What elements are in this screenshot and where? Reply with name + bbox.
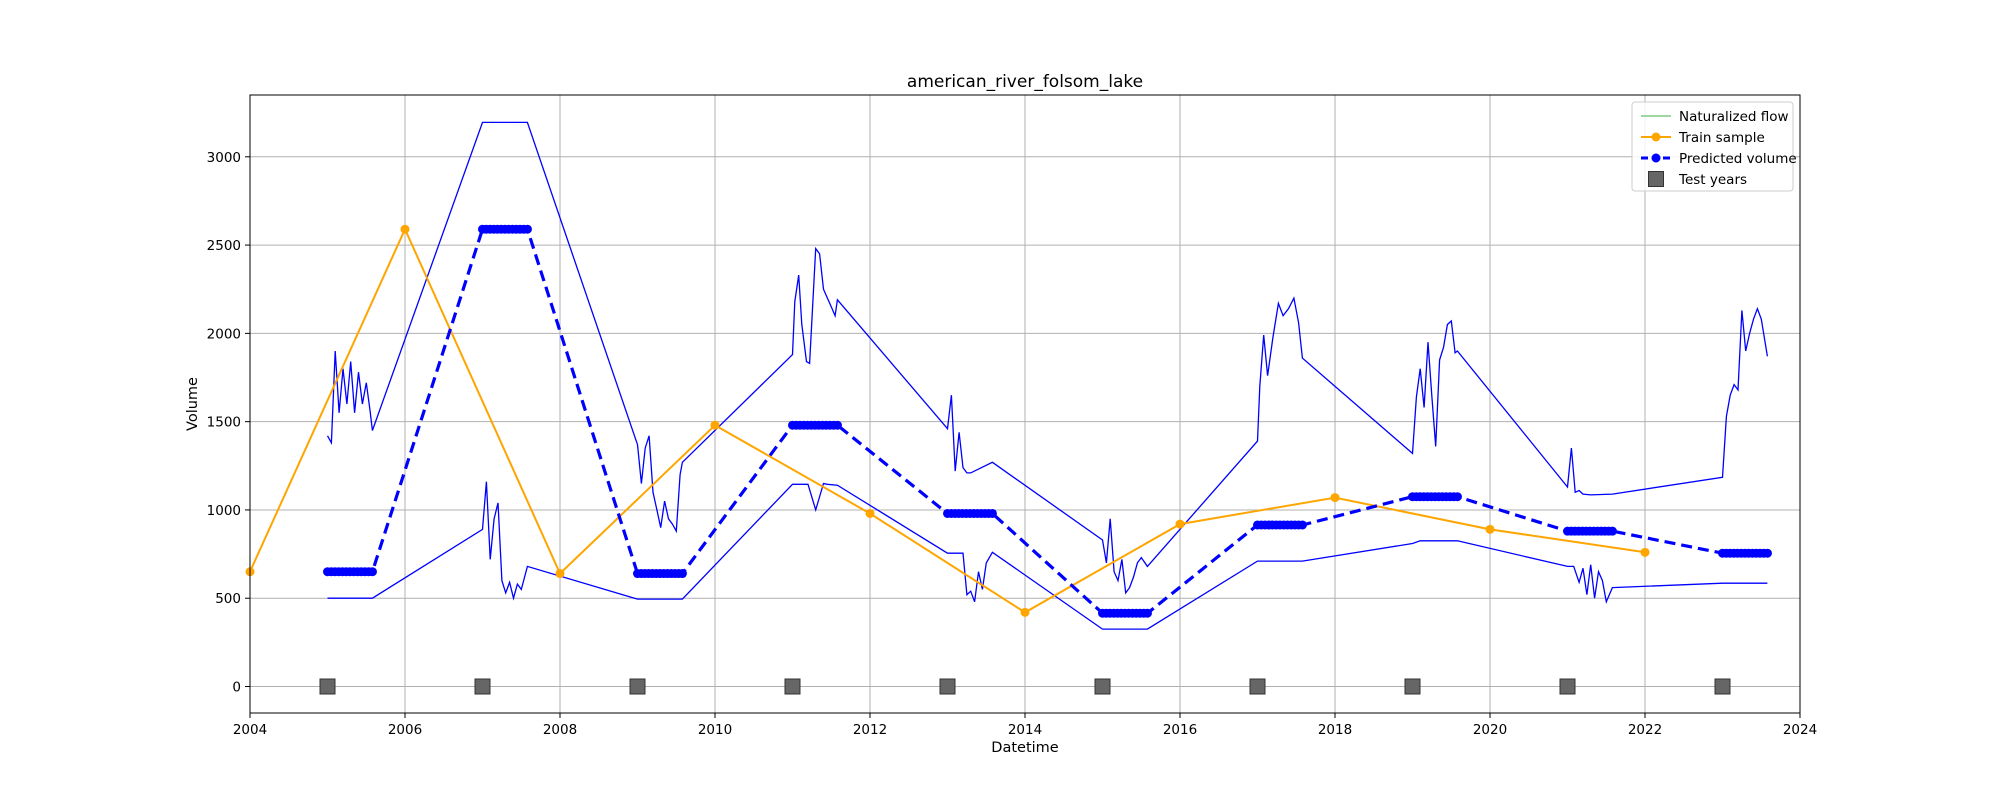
predicted-volume-point bbox=[677, 569, 687, 579]
chart-title: american_river_folsom_lake bbox=[907, 72, 1143, 92]
x-tick-label: 2022 bbox=[1628, 722, 1662, 738]
test-year-marker bbox=[939, 678, 956, 695]
predicted-volume-point bbox=[522, 224, 532, 234]
test-year-marker bbox=[1249, 678, 1266, 695]
train-sample-point bbox=[1020, 607, 1030, 617]
train-sample-point bbox=[710, 420, 720, 430]
predicted-volume-point bbox=[987, 508, 997, 518]
legend-label: Train sample bbox=[1678, 130, 1765, 146]
predicted-volume-point bbox=[1142, 608, 1152, 618]
legend-swatch-square bbox=[1648, 171, 1664, 187]
y-tick-label: 2000 bbox=[207, 326, 241, 342]
x-tick-label: 2010 bbox=[698, 722, 732, 738]
test-year-marker bbox=[629, 678, 646, 695]
band-lower-line bbox=[327, 481, 1768, 630]
test-year-marker bbox=[1094, 678, 1111, 695]
test-year-marker bbox=[1559, 678, 1576, 695]
y-tick-label: 0 bbox=[232, 680, 241, 696]
x-tick-label: 2014 bbox=[1008, 722, 1042, 738]
x-tick-label: 2006 bbox=[388, 722, 422, 738]
test-year-marker bbox=[784, 678, 801, 695]
y-tick-label: 1000 bbox=[207, 503, 241, 519]
legend-label: Predicted volume bbox=[1679, 151, 1797, 167]
legend: Naturalized flow Train sample Predicted vo… bbox=[1631, 101, 1797, 192]
series bbox=[245, 224, 1772, 695]
y-tick-label: 3000 bbox=[207, 150, 241, 166]
predicted-volume-point bbox=[1762, 548, 1772, 558]
predicted-volume-point bbox=[367, 567, 377, 577]
legend-label: Naturalized flow bbox=[1679, 109, 1789, 125]
train-sample-point bbox=[400, 224, 410, 234]
predicted-volume-point bbox=[1452, 492, 1462, 502]
prediction-band bbox=[326, 121, 1769, 630]
legend-swatch-marker bbox=[1651, 132, 1661, 142]
x-tick-label: 2024 bbox=[1783, 722, 1817, 738]
legend-box bbox=[1631, 101, 1794, 192]
train-sample-point bbox=[555, 569, 565, 579]
x-tick-label: 2004 bbox=[233, 722, 267, 738]
test-year-marker bbox=[319, 678, 336, 695]
predicted-volume-line bbox=[327, 227, 1768, 615]
x-tick-label: 2008 bbox=[543, 722, 577, 738]
y-axis-title: Volume bbox=[185, 377, 201, 431]
band-upper-line bbox=[326, 121, 1769, 595]
axes: 2004 2006 2008 2010 2012 2014 2016 2018 2020 2022… bbox=[207, 150, 1818, 738]
x-tick-label: 2016 bbox=[1163, 722, 1197, 738]
train-sample-point bbox=[865, 508, 875, 518]
train-sample-point bbox=[1175, 519, 1185, 529]
train-sample-point bbox=[1485, 524, 1495, 534]
y-tick-label: 2500 bbox=[207, 238, 241, 254]
x-tick-label: 2018 bbox=[1318, 722, 1352, 738]
test-year-marker bbox=[1714, 678, 1731, 695]
predicted-volume-point bbox=[1297, 520, 1307, 530]
test-year-marker bbox=[474, 678, 491, 695]
train-sample-point bbox=[1330, 493, 1340, 503]
x-tick-label: 2012 bbox=[853, 722, 887, 738]
predicted-volume-point bbox=[1607, 526, 1617, 536]
x-axis-title: Datetime bbox=[991, 740, 1058, 756]
x-tick-label: 2020 bbox=[1473, 722, 1507, 738]
test-year-marker bbox=[1404, 678, 1421, 695]
train-sample-point bbox=[1640, 547, 1650, 557]
predicted-volume-point bbox=[832, 420, 842, 430]
legend-swatch-marker bbox=[1651, 153, 1661, 163]
train-sample-line bbox=[249, 226, 1646, 614]
y-tick-label: 1500 bbox=[207, 415, 241, 431]
y-tick-label: 500 bbox=[215, 591, 241, 607]
legend-label: Test years bbox=[1678, 172, 1747, 188]
